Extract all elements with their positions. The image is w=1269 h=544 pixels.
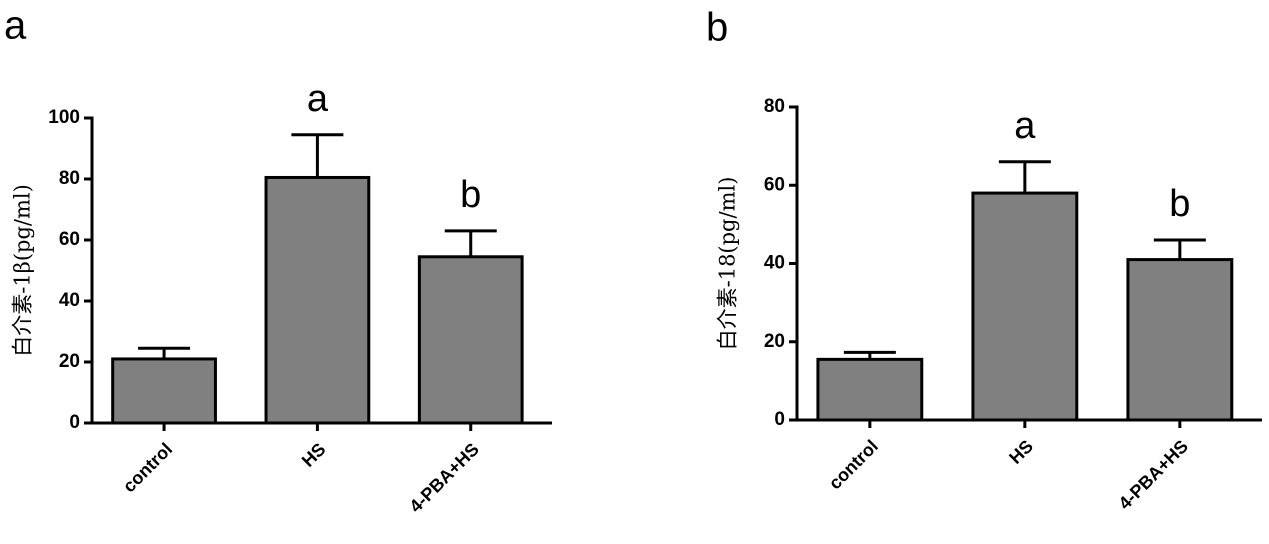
y-tick-label: 100 xyxy=(48,107,80,128)
y-tick-label: 60 xyxy=(764,174,785,195)
x-tick-label: control xyxy=(825,436,882,493)
x-tick-label: control xyxy=(119,439,176,496)
bar xyxy=(417,255,524,425)
x-tick-label: 4-PBA+HS xyxy=(1115,436,1192,513)
y-tick-label: 0 xyxy=(69,412,80,433)
y-tick-label: 80 xyxy=(59,168,80,189)
bar-annotation: b xyxy=(1169,183,1190,225)
y-tick-label: 40 xyxy=(764,253,785,274)
y-tick-label: 60 xyxy=(59,229,80,250)
bar xyxy=(971,191,1079,422)
x-tick-label: HS xyxy=(1005,436,1037,468)
bar-annotation: a xyxy=(307,78,329,120)
bar xyxy=(264,175,371,425)
bar-annotation: a xyxy=(1014,105,1036,147)
bar-annotation: b xyxy=(460,174,481,216)
y-tick-label: 80 xyxy=(764,96,785,117)
y-tick-label: 40 xyxy=(59,290,80,311)
y-tick-label: 0 xyxy=(774,409,785,430)
y-axis-label: 白介素-18(pg/ml) xyxy=(716,177,740,351)
y-tick-label: 20 xyxy=(59,351,80,372)
y-axis-label: 白介素-1β(pg/ml) xyxy=(11,184,35,357)
bar xyxy=(111,357,217,425)
panel-label: b xyxy=(706,6,728,50)
x-tick-label: 4-PBA+HS xyxy=(405,439,482,516)
y-tick-label: 20 xyxy=(764,331,785,352)
bar xyxy=(1126,258,1234,422)
panel-label: a xyxy=(4,4,27,48)
x-tick-label: HS xyxy=(298,439,330,471)
bar xyxy=(816,357,924,422)
